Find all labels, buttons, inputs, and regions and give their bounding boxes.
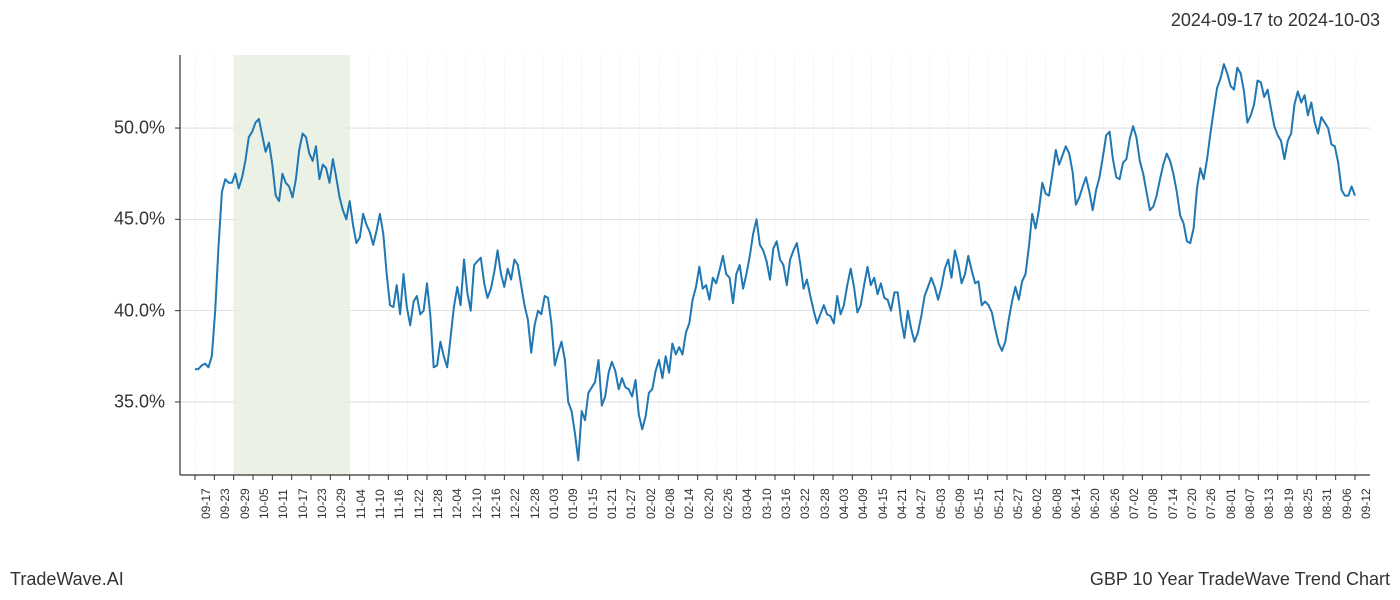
y-tick-label: 35.0%: [85, 391, 165, 412]
x-tick-label: 08-13: [1262, 488, 1276, 519]
x-tick-label: 05-15: [972, 488, 986, 519]
x-tick-label: 09-23: [218, 488, 232, 519]
x-tick-label: 01-27: [624, 488, 638, 519]
x-tick-label: 09-29: [238, 488, 252, 519]
x-tick-label: 09-12: [1359, 488, 1373, 519]
x-tick-label: 04-03: [837, 488, 851, 519]
x-tick-label: 02-02: [644, 488, 658, 519]
x-tick-label: 07-02: [1127, 488, 1141, 519]
x-tick-label: 10-23: [315, 488, 329, 519]
x-tick-label: 11-28: [431, 489, 445, 519]
x-tick-label: 12-16: [489, 488, 503, 519]
x-tick-label: 08-31: [1320, 488, 1334, 519]
x-tick-label: 03-10: [760, 488, 774, 519]
x-tick-label: 11-22: [412, 489, 426, 519]
x-tick-label: 08-07: [1243, 488, 1257, 519]
x-tick-label: 01-09: [566, 488, 580, 519]
x-tick-label: 04-27: [914, 488, 928, 519]
chart-container: { "header": { "date_range": "2024-09-17 …: [0, 0, 1400, 600]
x-tick-label: 06-20: [1088, 488, 1102, 519]
x-tick-label: 05-21: [992, 488, 1006, 519]
x-tick-label: 01-15: [586, 488, 600, 519]
y-tick-label: 40.0%: [85, 300, 165, 321]
x-tick-label: 04-21: [895, 488, 909, 519]
x-tick-label: 05-09: [953, 488, 967, 519]
x-tick-label: 10-17: [296, 488, 310, 519]
x-tick-label: 07-14: [1166, 488, 1180, 519]
chart-title-label: GBP 10 Year TradeWave Trend Chart: [1090, 569, 1390, 590]
x-tick-label: 12-04: [450, 488, 464, 519]
y-tick-label: 50.0%: [85, 118, 165, 139]
x-tick-label: 06-26: [1108, 488, 1122, 519]
x-tick-label: 04-15: [876, 488, 890, 519]
x-tick-label: 04-09: [856, 488, 870, 519]
x-tick-label: 10-05: [257, 488, 271, 519]
x-tick-label: 02-14: [682, 488, 696, 519]
x-tick-label: 08-25: [1301, 488, 1315, 519]
x-tick-label: 06-02: [1030, 488, 1044, 519]
brand-label: TradeWave.AI: [10, 569, 124, 590]
x-tick-label: 07-20: [1185, 488, 1199, 519]
x-tick-label: 03-28: [818, 488, 832, 519]
x-tick-label: 02-20: [702, 488, 716, 519]
x-tick-label: 11-16: [392, 489, 406, 519]
x-tick-label: 11-04: [354, 489, 368, 519]
x-tick-label: 02-26: [721, 488, 735, 519]
x-tick-label: 03-22: [798, 488, 812, 519]
x-tick-label: 12-22: [508, 488, 522, 519]
x-tick-label: 01-03: [547, 488, 561, 519]
x-tick-label: 10-29: [334, 488, 348, 519]
line-chart: [180, 55, 1370, 475]
y-tick-label: 45.0%: [85, 209, 165, 230]
x-tick-label: 09-06: [1340, 488, 1354, 519]
x-tick-label: 03-04: [740, 488, 754, 519]
chart-svg: [180, 55, 1370, 475]
date-range-label: 2024-09-17 to 2024-10-03: [1171, 10, 1380, 31]
x-tick-label: 11-10: [373, 489, 387, 519]
x-tick-label: 10-11: [276, 489, 290, 519]
x-tick-label: 12-10: [470, 488, 484, 519]
x-tick-label: 06-08: [1050, 488, 1064, 519]
x-tick-label: 05-27: [1011, 488, 1025, 519]
x-tick-label: 08-01: [1224, 488, 1238, 519]
x-tick-label: 07-26: [1204, 488, 1218, 519]
x-tick-label: 02-08: [663, 488, 677, 519]
x-tick-label: 12-28: [528, 488, 542, 519]
x-tick-label: 03-16: [779, 488, 793, 519]
x-tick-label: 07-08: [1146, 488, 1160, 519]
x-tick-label: 09-17: [199, 488, 213, 519]
x-tick-label: 05-03: [934, 488, 948, 519]
x-tick-label: 08-19: [1282, 488, 1296, 519]
x-tick-label: 01-21: [605, 488, 619, 519]
x-tick-label: 06-14: [1069, 488, 1083, 519]
